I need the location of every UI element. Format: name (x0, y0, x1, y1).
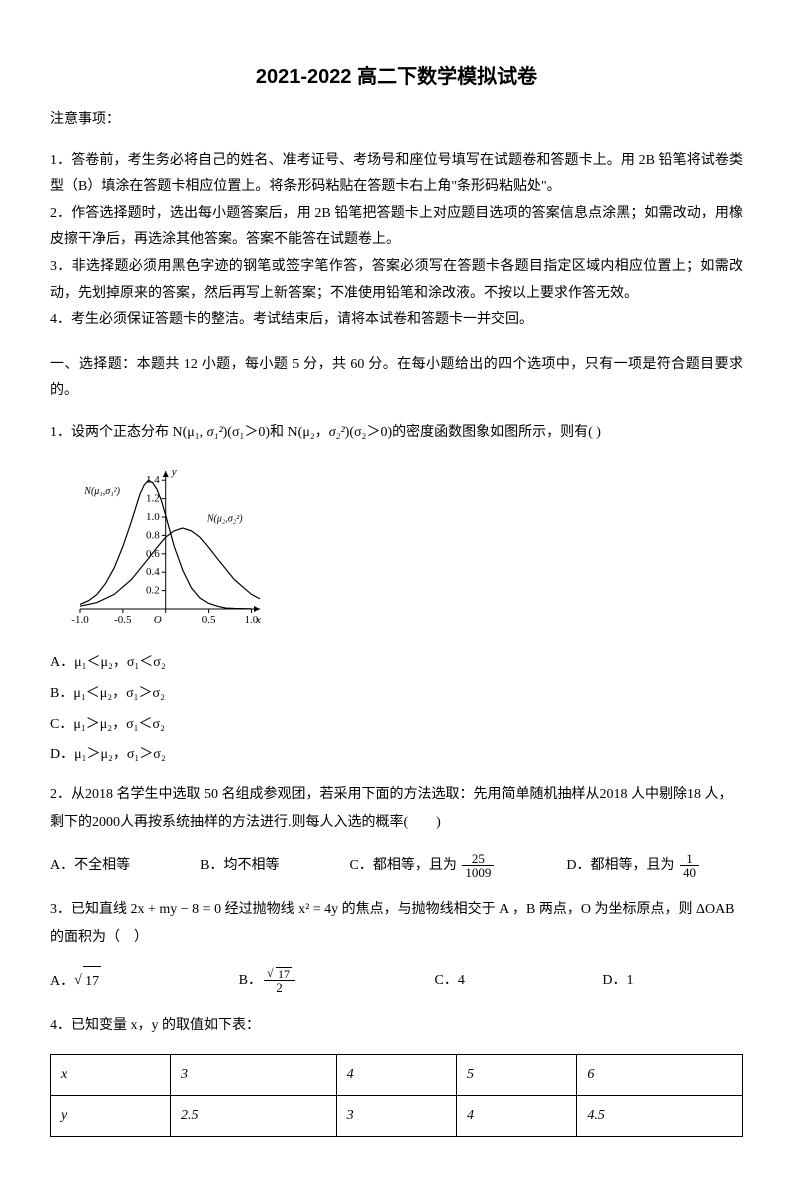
svg-text:-1.0: -1.0 (71, 614, 89, 626)
table-cell: y (51, 1095, 171, 1136)
notice-item: 3．非选择题必须用黑色字迹的钢笔或签字笔作答，答案必须写在答题卡各题目指定区域内… (50, 254, 743, 307)
svg-text:0.6: 0.6 (146, 548, 160, 560)
q2-option-d: D．都相等，且为 1 40 (566, 851, 743, 882)
section-heading: 一、选择题：本题共 12 小题，每小题 5 分，共 60 分。在每小题给出的四个… (50, 352, 743, 405)
table-cell: 4.5 (577, 1095, 743, 1136)
q1-chart: -1.0-0.50.51.0O0.20.40.60.81.01.21.4xyN(… (50, 461, 743, 636)
q2-optd-pre: D．都相等，且为 (566, 858, 674, 873)
q4-table: x 3 4 5 6 y 2.5 3 4 4.5 (50, 1054, 743, 1137)
svg-text:y: y (171, 466, 177, 478)
q3-option-b: B． 17 2 (239, 966, 407, 998)
sqrt-icon: 17 (74, 966, 101, 998)
notice-item: 2．作答选择题时，选出每小题答案后，用 2B 铅笔把答题卡上对应题目选项的答案信… (50, 201, 743, 254)
q1-option-a: A．μ₁＜μ₂，σ₁＜σ₂ (50, 648, 743, 679)
frac-num: 1 (680, 852, 699, 867)
svg-text:N(μ₂,σ₂²): N(μ₂,σ₂²) (206, 514, 243, 525)
svg-text:1.2: 1.2 (146, 493, 160, 505)
q3-optb-frac: 17 2 (264, 967, 295, 995)
svg-text:0.8: 0.8 (146, 529, 160, 541)
q1-sigma2: σ₂² (329, 425, 345, 440)
q3-stem: 3．已知直线 2x + my − 8 = 0 经过抛物线 x² = 4y 的焦点… (50, 896, 743, 952)
q1-text: 1．设两个正态分布 N(μ₁, (50, 425, 207, 440)
table-cell: 2.5 (171, 1095, 337, 1136)
table-cell: x (51, 1054, 171, 1095)
q4-stem: 4．已知变量 x，y 的取值如下表： (50, 1012, 743, 1040)
table-cell: 5 (456, 1054, 576, 1095)
q2-optc-frac: 25 1009 (462, 852, 494, 880)
q2-option-c: C．都相等，且为 25 1009 (350, 851, 539, 882)
q1-option-d: D．μ₁＞μ₂，σ₁＞σ₂ (50, 740, 743, 771)
notice-item: 1．答卷前，考生务必将自己的姓名、准考证号、考场号和座位号填写在试题卷和答题卡上… (50, 148, 743, 201)
table-cell: 3 (171, 1054, 337, 1095)
q1-sigma1: σ₁² (207, 425, 223, 440)
svg-text:0.4: 0.4 (146, 566, 160, 578)
frac-num: 17 (264, 967, 295, 982)
q2-optc-pre: C．都相等，且为 (350, 858, 457, 873)
q2-option-b: B．均不相等 (200, 851, 321, 882)
frac-den: 40 (680, 866, 699, 880)
svg-text:N(μ₁,σ₁²): N(μ₁,σ₁²) (83, 486, 120, 497)
svg-text:x: x (255, 614, 261, 626)
svg-text:0.5: 0.5 (202, 614, 216, 626)
svg-text:O: O (154, 614, 162, 626)
q2-option-a: A．不全相等 (50, 851, 172, 882)
q1-option-b: B．μ₁＜μ₂，σ₁＞σ₂ (50, 679, 743, 710)
q2-options: A．不全相等 B．均不相等 C．都相等，且为 25 1009 D．都相等，且为 … (50, 851, 743, 882)
notice-heading: 注意事项： (50, 107, 743, 134)
q1-stem: 1．设两个正态分布 N(μ₁, σ₁²)(σ₁＞0)和 N(μ₂，σ₂²)(σ₂… (50, 419, 743, 447)
svg-text:-0.5: -0.5 (114, 614, 132, 626)
q1-option-c: C．μ₁＞μ₂，σ₁＜σ₂ (50, 710, 743, 741)
section-1: 一、选择题：本题共 12 小题，每小题 5 分，共 60 分。在每小题给出的四个… (50, 352, 743, 1137)
exam-page: 2021-2022 高二下数学模拟试卷 注意事项： 1．答卷前，考生务必将自己的… (0, 0, 793, 1177)
q1-mid2: )(σ₂＞0)的密度函数图象如图所示，则有( ) (345, 425, 601, 440)
q2-optd-frac: 1 40 (680, 852, 699, 880)
table-row: x 3 4 5 6 (51, 1054, 743, 1095)
q3-options: A．17 B． 17 2 C．4 D．1 (50, 966, 743, 998)
radicand: 17 (83, 966, 101, 998)
radicand: 17 (276, 967, 292, 981)
table-cell: 3 (336, 1095, 456, 1136)
q1-mid1: )(σ₁＞0)和 N(μ₂， (223, 425, 329, 440)
q3-option-c: C．4 (435, 966, 575, 998)
table-cell: 4 (336, 1054, 456, 1095)
page-title: 2021-2022 高二下数学模拟试卷 (50, 60, 743, 89)
notice-block: 注意事项： 1．答卷前，考生务必将自己的姓名、准考证号、考场号和座位号填写在试题… (50, 107, 743, 334)
q2-stem: 2．从2018 名学生中选取 50 名组成参观团，若采用下面的方法选取：先用简单… (50, 781, 743, 837)
table-row: y 2.5 3 4 4.5 (51, 1095, 743, 1136)
table-cell: 4 (456, 1095, 576, 1136)
frac-num: 25 (462, 852, 494, 867)
svg-text:0.2: 0.2 (146, 585, 160, 597)
frac-den: 1009 (462, 866, 494, 880)
notice-item: 4．考生必须保证答题卡的整洁。考试结束后，请将本试卷和答题卡一并交回。 (50, 307, 743, 334)
normal-distribution-chart: -1.0-0.50.51.0O0.20.40.60.81.01.21.4xyN(… (50, 461, 270, 631)
frac-den: 2 (264, 981, 295, 995)
svg-text:1.0: 1.0 (146, 511, 160, 523)
q3-option-a: A．17 (50, 966, 211, 998)
table-cell: 6 (577, 1054, 743, 1095)
q3-option-d: D．1 (602, 966, 743, 998)
